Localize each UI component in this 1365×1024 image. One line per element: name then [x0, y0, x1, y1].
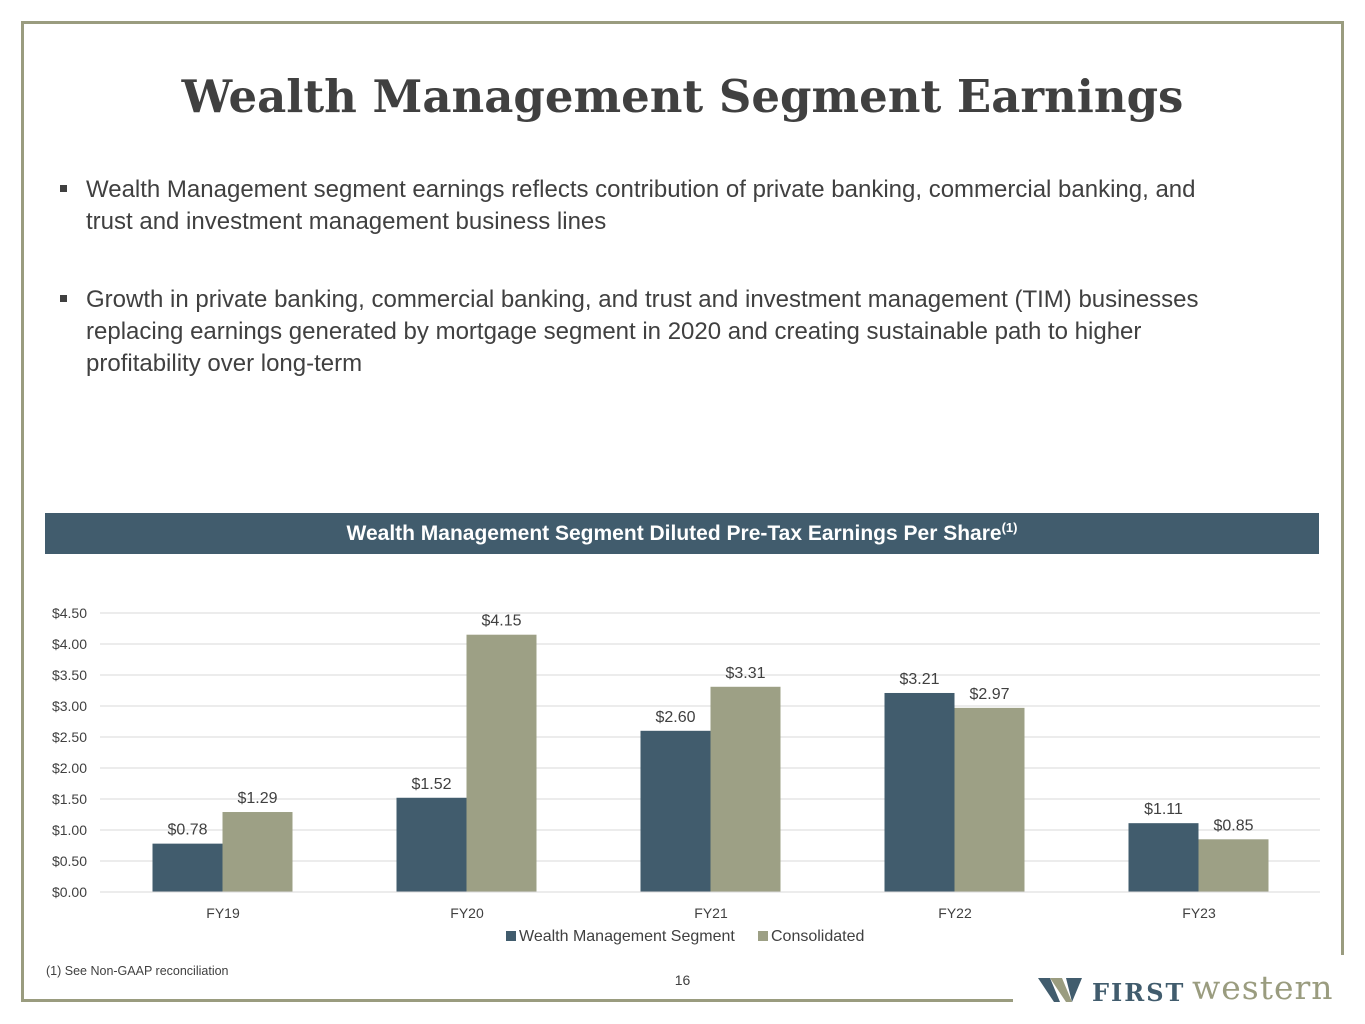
- slide-frame-bottom: [21, 999, 1013, 1002]
- data-label: $4.15: [481, 613, 521, 630]
- chart-header-footnote-marker: (1): [1001, 520, 1018, 535]
- logo-text-western: western: [1192, 968, 1334, 1007]
- bar-wealth-management: [1128, 823, 1199, 892]
- x-tick-label: FY23: [1182, 905, 1216, 921]
- page-number: 16: [674, 972, 691, 988]
- bullet-square-icon: [60, 295, 67, 302]
- bar-wealth-management: [640, 730, 711, 892]
- chart-header: Wealth Management Segment Diluted Pre-Ta…: [45, 513, 1319, 554]
- bar-consolidated: [1198, 839, 1269, 892]
- bullet-list: Wealth Management segment earnings refle…: [58, 174, 1238, 426]
- y-tick-label: $4.50: [52, 605, 87, 621]
- legend-swatch: [758, 931, 768, 941]
- logo-text-first: FIRST: [1092, 978, 1186, 1007]
- data-label: $3.21: [899, 671, 939, 688]
- y-tick-label: $1.50: [52, 791, 87, 807]
- data-label: $1.11: [1144, 801, 1183, 818]
- footnote: (1) See Non-GAAP reconciliation: [46, 964, 229, 978]
- y-tick-label: $0.00: [52, 884, 87, 900]
- data-label: $2.97: [969, 686, 1009, 703]
- data-label: $1.52: [411, 776, 451, 793]
- slide-frame-left: [21, 21, 24, 1002]
- data-label: $2.60: [655, 709, 695, 726]
- bullet-text: Growth in private banking, commercial ba…: [86, 286, 1199, 377]
- slide-frame-top: [21, 21, 1344, 24]
- y-tick-label: $0.50: [52, 853, 87, 869]
- bar-wealth-management: [884, 692, 955, 892]
- data-label: $1.29: [237, 790, 277, 807]
- data-label: $0.78: [167, 822, 207, 839]
- slide-title: Wealth Management Segment Earnings: [181, 70, 1184, 123]
- bar-wealth-management: [396, 797, 467, 892]
- bullet-square-icon: [60, 185, 67, 192]
- x-tick-label: FY20: [450, 905, 484, 921]
- y-tick-label: $4.00: [52, 636, 87, 652]
- y-tick-label: $3.00: [52, 698, 87, 714]
- slide-frame-right: [1341, 21, 1344, 955]
- x-tick-label: FY19: [206, 905, 240, 921]
- bar-consolidated: [954, 707, 1025, 892]
- bullet-item: Growth in private banking, commercial ba…: [58, 284, 1238, 380]
- bar-consolidated: [710, 686, 781, 892]
- legend-label: Wealth Management Segment: [519, 928, 735, 945]
- y-tick-label: $2.50: [52, 729, 87, 745]
- data-label: $0.85: [1213, 817, 1253, 834]
- bar-chart: $0.00 $0.50 $1.00 $1.50 $2.00 $2.50 $3.00 $3.50…: [52, 605, 1320, 945]
- y-tick-label: $3.50: [52, 667, 87, 683]
- y-tick-label: $1.00: [52, 822, 87, 838]
- legend-swatch: [506, 931, 516, 941]
- x-tick-label: FY21: [694, 905, 728, 921]
- bullet-item: Wealth Management segment earnings refle…: [58, 174, 1238, 238]
- x-tick-label: FY22: [938, 905, 972, 921]
- logo-mark-icon: [1038, 978, 1082, 1002]
- y-tick-label: $2.00: [52, 760, 87, 776]
- legend-label: Consolidated: [771, 928, 864, 945]
- data-label: $3.31: [725, 665, 765, 682]
- bar-wealth-management: [152, 843, 223, 892]
- bar-consolidated: [466, 634, 537, 892]
- company-logo: FIRST western: [1036, 968, 1348, 1008]
- bullet-text: Wealth Management segment earnings refle…: [86, 176, 1196, 235]
- bar-consolidated: [222, 812, 293, 892]
- chart-header-text: Wealth Management Segment Diluted Pre-Ta…: [346, 522, 1002, 545]
